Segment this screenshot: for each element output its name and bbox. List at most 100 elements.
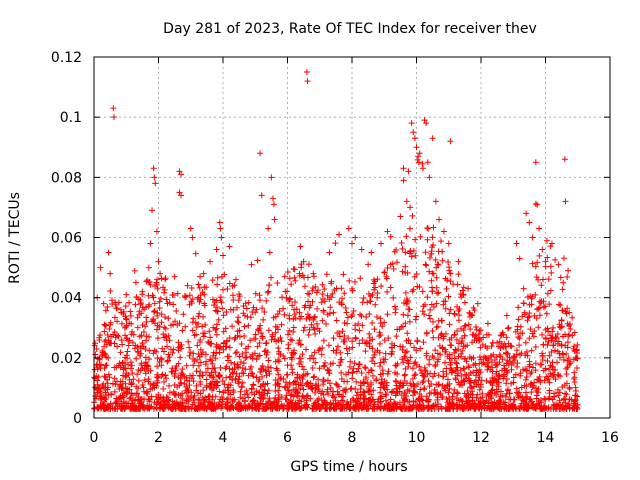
data-point: [496, 372, 503, 379]
data-point: [573, 364, 580, 371]
data-point: [574, 355, 581, 362]
data-point: [516, 342, 523, 349]
data-point: [286, 275, 293, 282]
data-point: [299, 351, 306, 358]
data-point: [264, 380, 271, 387]
data-point: [193, 324, 200, 331]
data-point: [347, 399, 354, 406]
data-point: [256, 297, 263, 304]
data-point: [423, 350, 430, 357]
data-point: [533, 274, 540, 281]
data-point: [241, 333, 248, 340]
data-point: [517, 330, 524, 337]
data-point: [359, 337, 366, 344]
data-point: [564, 339, 571, 346]
data-point: [345, 225, 352, 232]
data-point: [356, 361, 363, 368]
data-point: [336, 333, 343, 340]
data-point: [120, 398, 127, 405]
data-point: [467, 311, 474, 318]
data-point: [236, 333, 243, 340]
data-point: [496, 338, 503, 345]
data-point: [199, 323, 206, 330]
data-point: [353, 378, 360, 385]
data-point: [105, 249, 112, 256]
data-point: [477, 381, 484, 388]
data-point: [165, 357, 172, 364]
data-point: [263, 405, 270, 412]
data-point: [387, 396, 394, 403]
data-point: [355, 395, 362, 402]
data-point: [170, 321, 177, 328]
data-point: [436, 343, 443, 350]
data-point: [507, 342, 514, 349]
data-point: [297, 385, 304, 392]
data-point: [297, 243, 304, 250]
data-point: [303, 346, 310, 353]
data-point: [497, 332, 504, 339]
data-point: [285, 387, 292, 394]
data-point: [294, 400, 301, 407]
data-point: [543, 310, 550, 317]
data-point: [535, 389, 542, 396]
data-point: [352, 335, 359, 342]
data-point: [505, 324, 512, 331]
data-point: [425, 404, 432, 411]
data-point: [517, 372, 524, 379]
data-point: [210, 352, 217, 359]
data-point: [302, 401, 309, 408]
data-point: [217, 364, 224, 371]
data-point: [565, 331, 572, 338]
data-point: [513, 240, 520, 247]
data-point: [249, 351, 256, 358]
data-point: [347, 405, 354, 412]
data-point: [408, 382, 415, 389]
data-point: [337, 356, 344, 363]
data-point: [384, 386, 391, 393]
data-point: [103, 396, 110, 403]
data-point: [138, 310, 145, 317]
data-point: [563, 391, 570, 398]
data-point: [376, 333, 383, 340]
data-point: [178, 372, 185, 379]
data-point: [326, 249, 333, 256]
data-point: [526, 219, 533, 226]
data-point: [451, 349, 458, 356]
data-point: [403, 348, 410, 355]
data-point: [181, 292, 188, 299]
data-point: [561, 156, 568, 163]
data-point: [321, 298, 328, 305]
data-point: [361, 400, 368, 407]
data-point: [520, 397, 527, 404]
data-point: [177, 354, 184, 361]
data-point: [502, 394, 509, 400]
data-point: [323, 271, 330, 278]
data-point: [333, 317, 340, 324]
data-point: [426, 268, 433, 275]
data-point: [252, 290, 259, 297]
data-point: [485, 363, 492, 370]
data-point: [520, 285, 527, 292]
data-point: [272, 388, 279, 395]
data-point: [95, 374, 102, 381]
data-point: [358, 370, 365, 377]
data-point: [542, 258, 549, 265]
data-point: [102, 322, 109, 329]
data-point: [420, 339, 427, 346]
data-point: [197, 390, 204, 397]
data-point: [462, 343, 469, 350]
data-point: [544, 358, 551, 365]
data-point: [542, 335, 549, 342]
data-point: [154, 276, 161, 283]
data-point: [266, 395, 273, 402]
data-point: [101, 321, 108, 328]
data-point: [239, 351, 246, 358]
data-point: [527, 326, 534, 333]
data-point: [91, 342, 98, 349]
data-point: [274, 324, 281, 331]
data-point: [296, 309, 303, 316]
data-point: [205, 398, 212, 405]
data-point: [538, 399, 545, 406]
data-point: [377, 359, 384, 366]
data-point: [550, 342, 557, 349]
